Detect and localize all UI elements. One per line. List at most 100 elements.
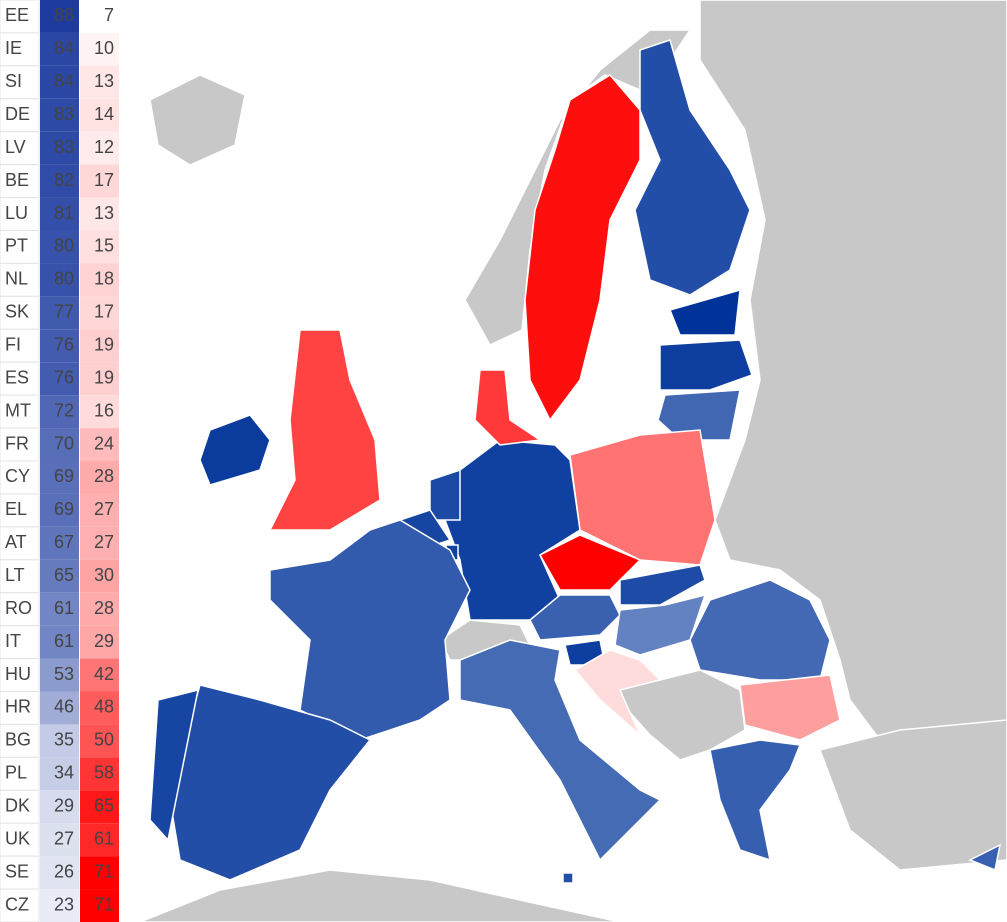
country [149, 688, 199, 842]
country [562, 872, 574, 884]
country [657, 389, 741, 441]
support-cell [40, 230, 79, 264]
support-cell [40, 428, 79, 461]
support-cell [40, 790, 79, 824]
support-value: 61 [54, 631, 74, 651]
support-value: 70 [54, 433, 74, 453]
oppose-value: 12 [94, 137, 114, 157]
eu-countries [149, 39, 1002, 884]
oppose-cell [80, 32, 119, 66]
oppose-cell [80, 526, 119, 560]
code-cell [0, 855, 40, 890]
country [689, 579, 831, 681]
support-cell [40, 625, 79, 659]
oppose-cell [80, 395, 119, 429]
oppose-cell [80, 296, 119, 330]
oppose-value: 7 [104, 5, 114, 25]
oppose-value: 16 [94, 400, 114, 420]
oppose-cell [80, 98, 119, 132]
oppose-cell [80, 823, 119, 857]
table: EE 88 7 IE 84 10 SI 84 13 DE 83 14 LV 83 12 BE 82 17 LU 81 1… [0, 0, 119, 922]
code-cell [0, 789, 40, 824]
country-code: UK [5, 828, 30, 848]
code-cell [0, 65, 40, 100]
country-code: IE [5, 38, 22, 58]
country-code: EE [5, 5, 29, 25]
country-code: AT [5, 532, 27, 552]
oppose-value: 24 [94, 433, 114, 453]
oppose-cell [80, 329, 119, 363]
support-cell [40, 329, 79, 363]
support-value: 81 [54, 203, 74, 223]
oppose-cell [80, 263, 119, 297]
country-code: DE [5, 104, 30, 124]
country-code: FR [5, 433, 29, 453]
code-cell [0, 197, 40, 231]
oppose-cell [80, 461, 119, 494]
oppose-value: 28 [94, 598, 114, 618]
support-cell [40, 724, 79, 758]
support-cell [40, 856, 79, 890]
oppose-value: 48 [94, 697, 114, 717]
support-value: 77 [54, 302, 74, 322]
oppose-value: 58 [94, 763, 114, 783]
support-cell [40, 592, 79, 626]
oppose-cell [80, 658, 119, 692]
oppose-value: 14 [94, 104, 114, 124]
code-cell [0, 526, 40, 561]
code-cell [0, 131, 40, 166]
support-value: 61 [54, 598, 74, 618]
support-cell [40, 0, 79, 33]
support-cell [40, 461, 79, 494]
support-cell [40, 98, 79, 132]
north-africa [139, 869, 621, 922]
country [269, 519, 471, 741]
support-cell [40, 493, 79, 527]
support-value: 23 [54, 894, 74, 914]
oppose-cell [80, 131, 119, 165]
country-code: LT [5, 565, 25, 585]
country-code: PL [5, 763, 27, 783]
support-cell [40, 691, 79, 725]
support-value: 76 [54, 335, 74, 355]
support-cell [40, 757, 79, 791]
support-value: 83 [54, 137, 74, 157]
oppose-value: 50 [94, 730, 114, 750]
country-code: DK [5, 796, 30, 816]
oppose-value: 27 [94, 532, 114, 552]
oppose-value: 15 [94, 236, 114, 256]
code-cell [0, 756, 40, 791]
support-cell [40, 32, 79, 66]
turkey [819, 719, 1007, 871]
oppose-cell [80, 790, 119, 824]
support-cell [40, 889, 79, 922]
support-value: 26 [54, 861, 74, 881]
country [459, 639, 662, 862]
oppose-value: 71 [94, 894, 114, 914]
oppose-value: 30 [94, 565, 114, 585]
support-cell [40, 526, 79, 560]
oppose-value: 10 [94, 38, 114, 58]
code-cell [0, 98, 40, 133]
oppose-value: 13 [94, 71, 114, 91]
support-value: 46 [54, 697, 74, 717]
support-cell [40, 658, 79, 692]
country [659, 339, 753, 391]
country [968, 843, 1002, 872]
oppose-cell [80, 691, 119, 725]
support-cell [40, 131, 79, 165]
oppose-cell [80, 724, 119, 758]
oppose-value: 17 [94, 302, 114, 322]
code-cell [0, 262, 40, 297]
support-value: 67 [54, 532, 74, 552]
code-cell [0, 592, 40, 627]
support-cell [40, 164, 79, 198]
country-code: RO [5, 598, 32, 618]
oppose-cell [80, 0, 119, 33]
oppose-cell [80, 197, 119, 231]
oppose-cell [80, 889, 119, 922]
oppose-cell [80, 856, 119, 890]
country-code: SK [5, 302, 29, 322]
oppose-cell [80, 559, 119, 593]
